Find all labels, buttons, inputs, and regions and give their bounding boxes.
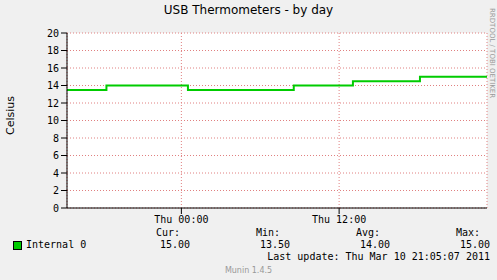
svg-text:0: 0 (53, 203, 59, 214)
svg-text:Thu 00:00: Thu 00:00 (154, 214, 208, 225)
html-text:14.00: 14.00 (359, 239, 390, 250)
html-text:Avg:: Avg: (355, 227, 380, 238)
html-text:Internal 0: Internal 0 (26, 239, 87, 250)
svg-text:8: 8 (53, 133, 59, 144)
svg-text:12: 12 (47, 98, 59, 109)
svg-text:16: 16 (47, 63, 59, 74)
html-text:13.50: 13.50 (259, 239, 290, 250)
svg-text:10: 10 (47, 115, 59, 126)
html-text:Cur:: Cur: (155, 227, 180, 238)
html-text:Last update: Thu Mar 10 21:05:: Last update: Thu Mar 10 21:05:07 2011 (267, 251, 490, 262)
svg-text:14: 14 (47, 80, 59, 91)
svg-text:4: 4 (53, 168, 59, 179)
html-text:RRDTOOL / TOBI OETIKER: RRDTOOL / TOBI OETIKER (488, 8, 496, 99)
svg-text:Thu 12:00: Thu 12:00 (312, 214, 366, 225)
html-text:Min:: Min: (255, 227, 280, 238)
svg-text:20: 20 (47, 28, 59, 39)
html-text:15.00: 15.00 (159, 239, 190, 250)
html-text:Max:: Max: (455, 227, 480, 238)
svg-text:6: 6 (53, 150, 59, 161)
svg-text:18: 18 (47, 45, 59, 56)
html-text:USB Thermometers - by day: USB Thermometers - by day (163, 3, 334, 17)
svg-text:2: 2 (53, 185, 59, 196)
html-text:Celsius: Celsius (4, 96, 17, 135)
html-text:15.00: 15.00 (459, 239, 490, 250)
html-text:Munin 1.4.5: Munin 1.4.5 (224, 266, 273, 275)
